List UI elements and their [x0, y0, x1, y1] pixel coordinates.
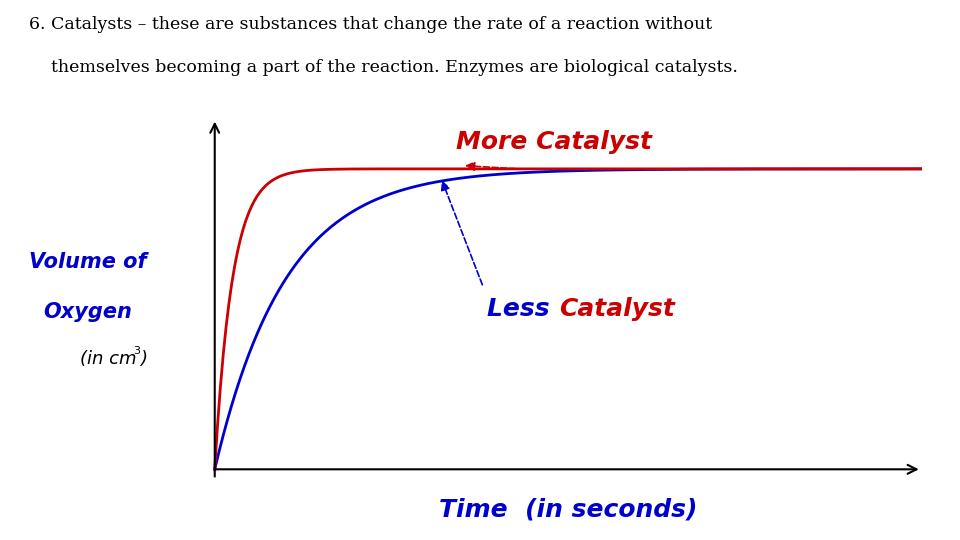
Text: Less: Less	[487, 297, 559, 321]
Text: More Catalyst: More Catalyst	[456, 130, 652, 154]
Text: Catalyst: Catalyst	[559, 297, 675, 321]
Text: (in cm: (in cm	[81, 350, 137, 368]
Text: 6. Catalysts – these are substances that change the rate of a reaction without: 6. Catalysts – these are substances that…	[29, 16, 712, 33]
Text: Time  (in seconds): Time (in seconds)	[439, 497, 697, 521]
Text: 3: 3	[133, 346, 140, 356]
Text: Volume of: Volume of	[29, 252, 146, 272]
Text: ): )	[140, 350, 148, 368]
Text: themselves becoming a part of the reaction. Enzymes are biological catalysts.: themselves becoming a part of the reacti…	[29, 59, 737, 76]
Text: Oxygen: Oxygen	[43, 302, 132, 322]
